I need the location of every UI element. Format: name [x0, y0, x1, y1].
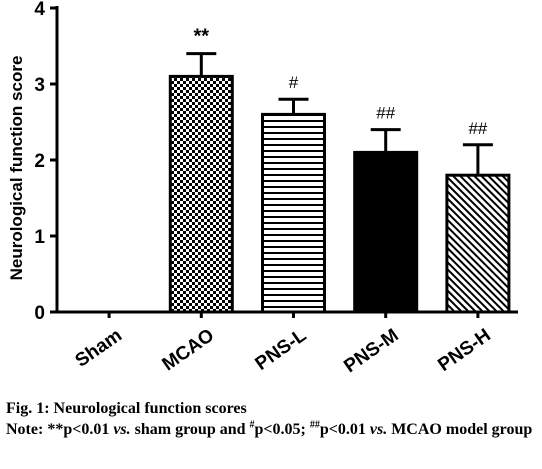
figure-caption: Fig. 1: Neurological function scores Not… — [6, 398, 536, 440]
bar-pns-h — [445, 173, 511, 314]
y-tick-label: 1 — [34, 227, 45, 248]
significance-label: # — [289, 73, 299, 92]
caption-vs-2: vs. — [369, 421, 388, 438]
caption-vs-1: vs. — [113, 421, 131, 438]
significance-label: ## — [376, 104, 395, 123]
bars — [168, 74, 511, 314]
bar-mcao — [168, 74, 234, 314]
bar-pns-l — [261, 112, 326, 314]
x-tick-label: PNS-L — [252, 325, 311, 375]
y-tick-label: 0 — [34, 303, 45, 324]
caption-note-prefix: Note: **p<0.01 — [6, 421, 114, 438]
x-tick-label: Sham — [72, 325, 126, 372]
bar-pns-m — [353, 150, 419, 314]
caption-hash-1: # — [249, 419, 255, 431]
y-tick-label: 4 — [34, 0, 45, 20]
y-tick-label: 3 — [34, 75, 45, 96]
caption-note-mid1: sham group and — [130, 421, 250, 438]
y-tick-label: 2 — [34, 151, 45, 172]
caption-hash-2: ## — [309, 419, 320, 431]
caption-note: Note: **p<0.01 vs. sham group and #p<0.0… — [6, 419, 536, 440]
caption-note-mid2: p<0.05; — [254, 421, 310, 438]
caption-note-mid3: p<0.01 — [319, 421, 370, 438]
y-axis-label-group: Neurological function score — [7, 56, 26, 281]
x-tick-label: MCAO — [159, 325, 219, 376]
x-tick-labels: Sham MCAO PNS-L PNS-M PNS-H — [72, 325, 495, 378]
significance-label: ## — [468, 119, 487, 138]
axes: 0 1 2 3 4 — [34, 0, 518, 324]
significance-label: ** — [194, 26, 210, 48]
caption-note-end: MCAO model group — [387, 421, 533, 438]
y-axis-label: Neurological function score — [7, 56, 26, 281]
error-bars — [186, 52, 493, 176]
x-tick-label: PNS-H — [434, 325, 494, 376]
x-tick-label: PNS-M — [340, 325, 402, 377]
significance-labels: **##### — [194, 26, 488, 138]
caption-title: Fig. 1: Neurological function scores — [6, 400, 247, 417]
